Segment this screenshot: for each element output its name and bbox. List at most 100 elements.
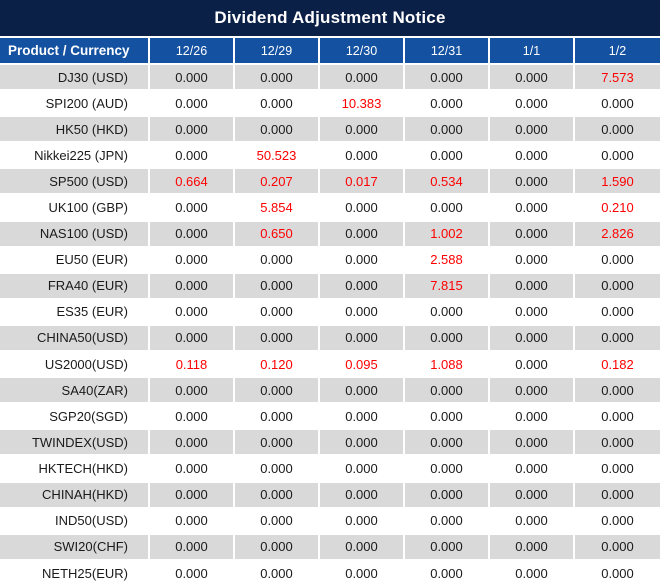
value-cell: 0.000 xyxy=(405,404,490,431)
value-cell: 0.000 xyxy=(405,430,490,457)
value-cell: 0.000 xyxy=(320,143,405,170)
table-body: DJ30 (USD) 0.000 0.000 0.000 0.000 0.000 7.573… xyxy=(0,65,660,587)
row-label: SP500 (USD) xyxy=(0,169,150,196)
value-cell: 0.664 xyxy=(150,169,235,196)
row-label: TWINDEX(USD) xyxy=(0,430,150,457)
value-cell: 0.000 xyxy=(575,508,660,535)
value-cell: 0.000 xyxy=(320,65,405,92)
value-cell: 0.000 xyxy=(235,378,320,405)
value-cell: 0.000 xyxy=(320,247,405,274)
table-row: NETH25(EUR) 0.000 0.000 0.000 0.000 0.000 0.00… xyxy=(0,560,660,587)
value-cell: 0.000 xyxy=(405,299,490,326)
value-cell: 0.000 xyxy=(405,117,490,144)
value-cell: 0.095 xyxy=(320,352,405,379)
value-cell: 0.000 xyxy=(405,560,490,587)
value-cell: 0.000 xyxy=(150,117,235,144)
column-header-date: 12/26 xyxy=(150,38,235,65)
row-label: US2000(USD) xyxy=(0,352,150,379)
page-title: Dividend Adjustment Notice xyxy=(0,0,660,38)
row-label: SWI20(CHF) xyxy=(0,534,150,561)
value-cell: 0.650 xyxy=(235,221,320,248)
value-cell: 0.000 xyxy=(405,482,490,509)
table-row: EU50 (EUR) 0.000 0.000 0.000 2.588 0.000 0.000 xyxy=(0,247,660,274)
value-cell: 0.000 xyxy=(235,508,320,535)
value-cell: 0.000 xyxy=(405,325,490,353)
value-cell: 0.000 xyxy=(575,404,660,431)
value-cell: 0.000 xyxy=(405,65,490,92)
row-label: IND50(USD) xyxy=(0,508,150,535)
value-cell: 0.000 xyxy=(320,325,405,353)
row-label: ES35 (EUR) xyxy=(0,299,150,326)
value-cell: 0.000 xyxy=(490,65,575,92)
table-row: IND50(USD) 0.000 0.000 0.000 0.000 0.000 0.000 xyxy=(0,508,660,535)
value-cell: 0.000 xyxy=(320,195,405,222)
value-cell: 0.000 xyxy=(405,91,490,118)
value-cell: 0.000 xyxy=(490,404,575,431)
value-cell: 0.000 xyxy=(235,273,320,300)
value-cell: 0.000 xyxy=(150,404,235,431)
value-cell: 0.000 xyxy=(490,456,575,483)
value-cell: 0.000 xyxy=(150,91,235,118)
value-cell: 0.000 xyxy=(490,560,575,587)
value-cell: 0.000 xyxy=(490,482,575,509)
value-cell: 0.000 xyxy=(575,91,660,118)
value-cell: 50.523 xyxy=(235,143,320,170)
row-label: Nikkei225 (JPN) xyxy=(0,143,150,170)
value-cell: 0.118 xyxy=(150,352,235,379)
table-row: CHINA50(USD) 0.000 0.000 0.000 0.000 0.000 0.0… xyxy=(0,325,660,353)
column-header-date: 12/29 xyxy=(235,38,320,65)
value-cell: 0.000 xyxy=(490,299,575,326)
value-cell: 0.534 xyxy=(405,169,490,196)
value-cell: 0.000 xyxy=(235,560,320,587)
value-cell: 0.000 xyxy=(575,430,660,457)
row-label: DJ30 (USD) xyxy=(0,65,150,92)
value-cell: 0.000 xyxy=(150,378,235,405)
value-cell: 0.000 xyxy=(405,143,490,170)
row-label: HKTECH(HKD) xyxy=(0,456,150,483)
value-cell: 0.000 xyxy=(320,430,405,457)
row-label: CHINAH(HKD) xyxy=(0,482,150,509)
value-cell: 0.000 xyxy=(235,456,320,483)
value-cell: 0.000 xyxy=(405,508,490,535)
table-row: SGP20(SGD) 0.000 0.000 0.000 0.000 0.000 0.000 xyxy=(0,404,660,431)
value-cell: 0.000 xyxy=(320,221,405,248)
table-row: SPI200 (AUD) 0.000 0.000 10.383 0.000 0.000 0.… xyxy=(0,91,660,118)
value-cell: 0.017 xyxy=(320,169,405,196)
row-label: FRA40 (EUR) xyxy=(0,273,150,300)
value-cell: 0.000 xyxy=(150,247,235,274)
value-cell: 0.000 xyxy=(575,143,660,170)
value-cell: 1.088 xyxy=(405,352,490,379)
value-cell: 0.000 xyxy=(150,65,235,92)
value-cell: 0.000 xyxy=(150,325,235,353)
value-cell: 0.000 xyxy=(235,482,320,509)
table-row: CHINAH(HKD) 0.000 0.000 0.000 0.000 0.000 0.00… xyxy=(0,482,660,509)
value-cell: 0.000 xyxy=(490,325,575,353)
value-cell: 0.000 xyxy=(320,299,405,326)
value-cell: 0.000 xyxy=(150,143,235,170)
value-cell: 0.000 xyxy=(235,247,320,274)
value-cell: 10.383 xyxy=(320,91,405,118)
table-row: US2000(USD) 0.118 0.120 0.095 1.088 0.000 0.18… xyxy=(0,352,660,379)
value-cell: 1.002 xyxy=(405,221,490,248)
value-cell: 0.000 xyxy=(575,273,660,300)
value-cell: 0.000 xyxy=(490,247,575,274)
value-cell: 0.000 xyxy=(490,195,575,222)
value-cell: 0.000 xyxy=(150,456,235,483)
value-cell: 0.000 xyxy=(320,534,405,561)
value-cell: 0.000 xyxy=(575,378,660,405)
value-cell: 0.000 xyxy=(490,430,575,457)
value-cell: 0.000 xyxy=(150,299,235,326)
value-cell: 0.000 xyxy=(235,534,320,561)
value-cell: 0.000 xyxy=(235,117,320,144)
value-cell: 0.000 xyxy=(490,534,575,561)
value-cell: 0.000 xyxy=(490,169,575,196)
row-label: SPI200 (AUD) xyxy=(0,91,150,118)
value-cell: 0.000 xyxy=(320,482,405,509)
value-cell: 0.210 xyxy=(575,195,660,222)
value-cell: 0.207 xyxy=(235,169,320,196)
value-cell: 0.000 xyxy=(320,117,405,144)
value-cell: 1.590 xyxy=(575,169,660,196)
value-cell: 0.000 xyxy=(235,65,320,92)
table-header-row: Product / Currency 12/26 12/29 12/30 12/31 1/… xyxy=(0,38,660,65)
value-cell: 0.000 xyxy=(490,91,575,118)
